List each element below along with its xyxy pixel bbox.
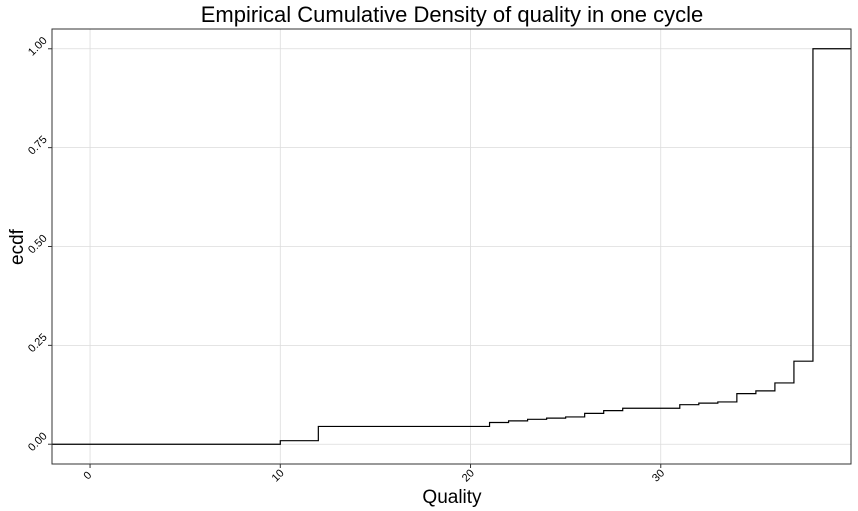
y-tick-label: 0.50 (26, 233, 50, 257)
gridlines (52, 29, 851, 464)
chart-title: Empirical Cumulative Density of quality … (201, 2, 704, 27)
x-axis-title: Quality (422, 487, 482, 508)
y-tick-label: 0.25 (26, 331, 50, 355)
x-tick-label: 10 (270, 467, 287, 484)
x-tick-label: 20 (460, 467, 477, 484)
x-tick-label: 30 (650, 467, 667, 484)
y-axis-title: ecdf (7, 228, 28, 265)
y-tick-label: 0.00 (26, 430, 50, 454)
ecdf-step-line (52, 48, 851, 445)
x-tick-label: 0 (82, 469, 95, 482)
y-tick-label: 1.00 (26, 35, 50, 59)
data-layer (52, 48, 851, 445)
y-tick-label: 0.75 (26, 134, 50, 158)
